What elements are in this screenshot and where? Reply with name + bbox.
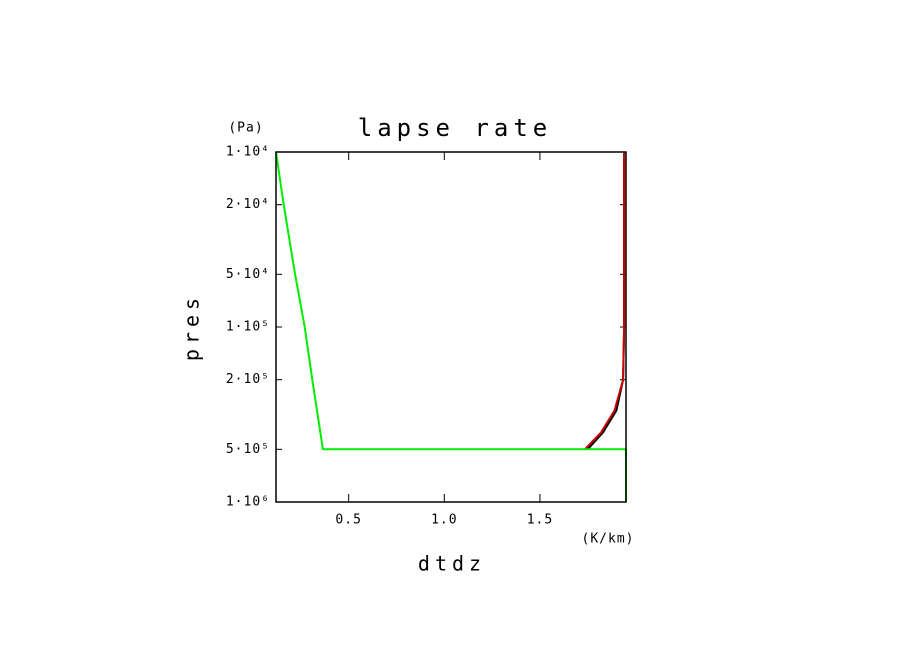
y-axis-title: pres (180, 293, 204, 361)
y-unit: (Pa) (228, 121, 263, 136)
y-tick-label: 2·10⁵ (226, 372, 270, 387)
y-tick-label: 1·10⁴ (226, 145, 270, 160)
y-tick-label: 1·10⁵ (226, 320, 270, 335)
x-axis-title: dtdz (418, 552, 486, 576)
y-tick-label: 5·10⁴ (226, 267, 270, 282)
data-line (275, 151, 627, 502)
data-line (584, 152, 626, 450)
y-tick-label: 1·10⁶ (226, 495, 270, 510)
x-tick-label: 0.5 (335, 513, 361, 528)
chart-title: lapse rate (358, 114, 553, 142)
x-tick-label: 1.5 (527, 513, 553, 528)
y-tick-label: 2·10⁴ (226, 197, 270, 212)
x-tick-label: 1.0 (431, 513, 457, 528)
x-unit: (K/km) (582, 532, 635, 547)
y-tick-label: 5·10⁵ (226, 442, 270, 457)
plot-frame (275, 151, 627, 503)
